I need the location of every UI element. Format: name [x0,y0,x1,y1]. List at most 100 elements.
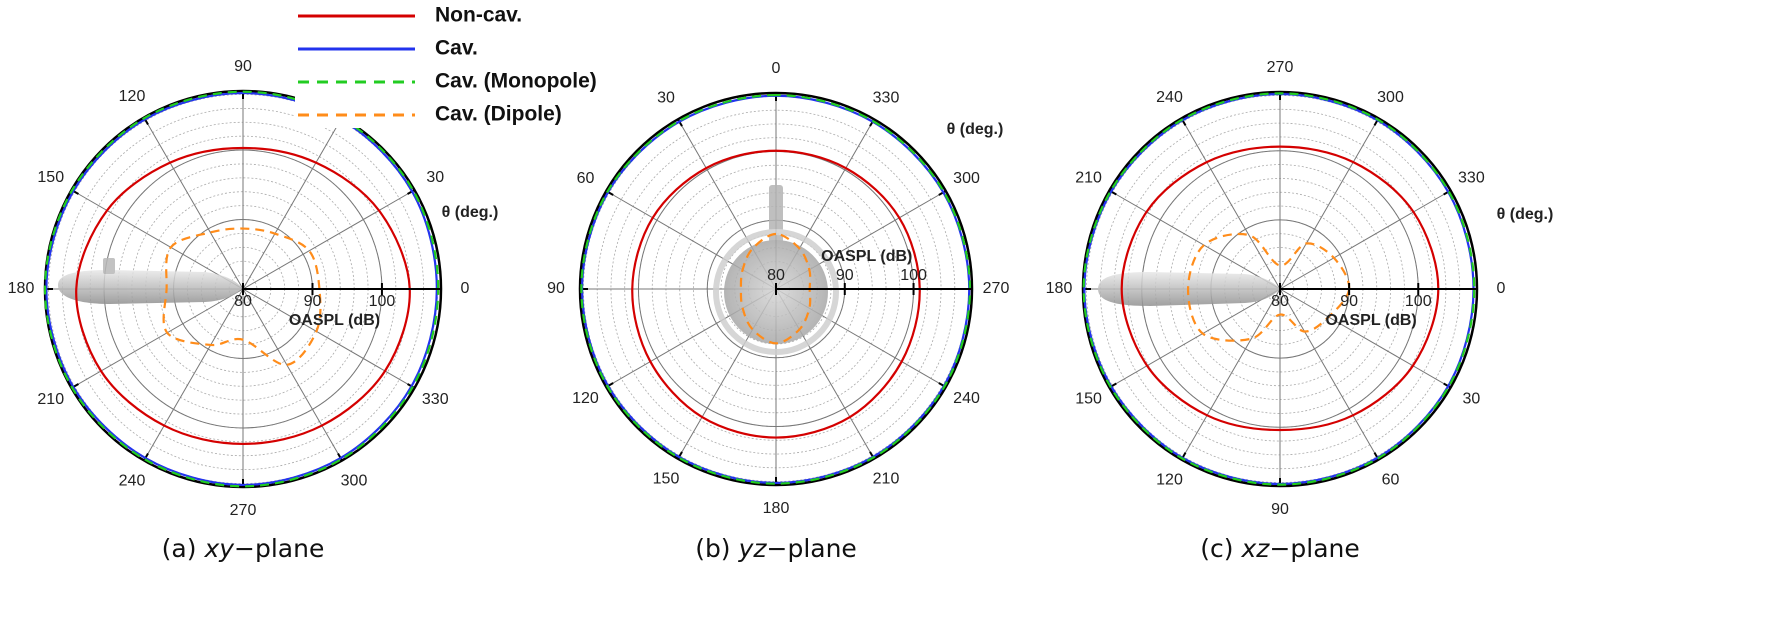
caption-suffix: −plane [1269,534,1359,563]
grid-spoke [71,189,244,290]
series-curve [43,90,440,488]
legend-label: Cav. (Monopole) [435,70,597,93]
series-curve [1120,145,1440,432]
grid-spoke [1181,288,1281,460]
theta-tick-label: 30 [657,90,675,107]
theta-axis-label: θ (deg.) [1497,206,1554,223]
caption-suffix: −plane [767,534,857,563]
grid-spoke [242,189,415,290]
theta-tick-label: 330 [873,90,900,107]
series-curve [631,149,921,439]
series-curve [739,232,812,345]
grid-spoke [1109,288,1281,388]
series-curve [1186,232,1351,342]
r-tick-label: 90 [304,293,322,310]
r-tick-label: 80 [1271,293,1289,310]
grid-spoke [1279,118,1379,290]
theta-tick-label: 60 [1382,472,1400,489]
theta-tick-label: 270 [983,280,1010,297]
r-tick-label: 90 [1340,293,1358,310]
caption-label: (b) [695,534,730,563]
r-axis-label: OASPL (dB) [289,312,380,329]
theta-tick-label: 270 [230,502,257,519]
r-tick-label: 90 [836,267,854,284]
theta-tick-label: 120 [119,88,146,105]
theta-tick-label: 0 [772,60,781,77]
series-curve [580,93,972,485]
grid-spoke [1181,118,1281,290]
caption-suffix: −plane [234,534,324,563]
caption-plane: xz [1241,534,1271,563]
r-tick-label: 100 [900,267,927,284]
r-axis-label: OASPL (dB) [821,248,912,265]
grid-spoke [1279,288,1379,460]
caption: (a) xy−plane [162,534,325,563]
theta-tick-label: 300 [953,170,980,187]
theta-tick-label: 240 [953,390,980,407]
theta-tick-label: 60 [577,170,595,187]
theta-tick-label: 0 [461,280,470,297]
theta-tick-label: 120 [1156,472,1183,489]
theta-tick-label: 180 [1046,280,1073,297]
r-tick-label: 100 [369,293,396,310]
theta-tick-label: 210 [873,471,900,488]
grid-spoke [242,117,343,290]
theta-tick-label: 300 [1377,89,1404,106]
theta-tick-label: 330 [1458,170,1485,187]
theta-tick [337,453,343,461]
grid-spoke [1279,190,1451,290]
legend-label: Cav. (Dipole) [435,103,562,126]
theta-tick-label: 90 [234,58,252,75]
theta-tick-label: 330 [422,391,449,408]
r-tick-label: 80 [767,267,785,284]
caption-label: (c) [1200,534,1233,563]
r-tick-label: 100 [1405,293,1432,310]
series-curve [1082,92,1476,486]
series-curve [75,146,411,446]
r-tick-label: 80 [234,293,252,310]
theta-axis-label: θ (deg.) [442,204,499,221]
theta-tick-label: 180 [8,280,35,297]
theta-tick [143,453,149,461]
theta-axis-label: θ (deg.) [947,121,1004,138]
theta-tick-label: 150 [37,169,64,186]
theta-tick [407,189,415,195]
theta-tick-label: 30 [1462,391,1480,408]
theta-tick-label: 300 [341,472,368,489]
theta-tick-label: 150 [653,471,680,488]
grid-spoke [1109,190,1281,290]
submarine-side-a [58,258,242,304]
theta-tick [1443,189,1452,196]
theta-tick-label: 270 [1267,59,1294,76]
grid-spoke [143,117,244,290]
theta-tick [938,190,947,196]
caption: (c) xz−plane [1200,534,1360,563]
theta-tick-label: 120 [572,390,599,407]
theta-tick-label: 0 [1497,280,1506,297]
theta-tick-label: 210 [37,391,64,408]
grid-spoke [1279,288,1451,388]
theta-tick [1443,382,1452,389]
theta-tick-label: 240 [119,472,146,489]
caption-plane: yz [738,534,768,563]
theta-tick-label: 150 [1075,391,1102,408]
grid-spoke [242,288,343,461]
theta-tick-label: 90 [547,280,565,297]
caption-label: (a) [162,534,197,563]
theta-tick-label: 210 [1075,170,1102,187]
theta-tick-label: 90 [1271,501,1289,518]
legend: Non-cav. Cav. Cav. (Monopole) Cav. (Dipole) [295,0,645,128]
theta-tick [677,118,683,127]
r-axis-label: OASPL (dB) [1325,312,1416,329]
theta-tick-label: 30 [426,169,444,186]
series-curve [162,227,322,366]
caption: (b) yz−plane [695,534,857,563]
legend-label: Cav. [435,37,478,60]
grid-spoke [143,288,244,461]
legend-label: Non-cav. [435,4,522,27]
caption-plane: xy [203,534,235,563]
submarine-illustrations [58,185,1280,355]
theta-tick-label: 240 [1156,89,1183,106]
